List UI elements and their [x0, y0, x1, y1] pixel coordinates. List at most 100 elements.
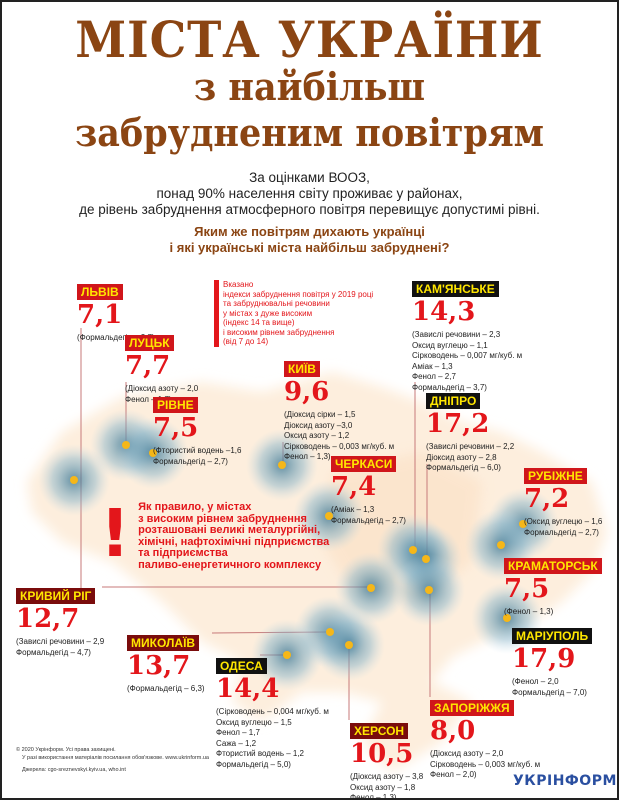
text-line: Фенол – 1,7): [125, 394, 172, 404]
intro-text: За оцінками ВООЗ, понад 90% населення св…: [2, 170, 617, 218]
text-line: (Завислі речовини – 2,9: [16, 637, 105, 646]
text-line: (Діоксид азоту – 3,8: [350, 772, 424, 781]
city-block: РУБІЖНЕ 7,2 (Оксид вуглецю – 1,6 Формальдег…: [524, 467, 602, 538]
city-block: КАМ'ЯНСЬКЕ 14,3 (Завислі речовини – 2,3 Окс…: [412, 280, 522, 393]
text-line: (Завислі речовини – 2,3: [412, 330, 501, 339]
text-line: Вказано: [223, 280, 254, 289]
city-marker[interactable]: [283, 651, 291, 659]
text-line: Сірководень – 0,003 мг/куб. м: [430, 759, 541, 769]
city-name-label: ХЕРСОН: [350, 723, 409, 739]
text-line: Фенол – 2,0): [430, 770, 477, 779]
text-line: Фенол – 1,7: [216, 728, 260, 737]
city-name-label: КРАМАТОРСЬК: [504, 558, 602, 574]
pollution-index: 7,7: [125, 351, 171, 381]
text-line: (Фенол – 2,0: [512, 677, 559, 686]
pollutant-list: (Діоксид азоту – 2,0 Сірководень – 0,003 …: [430, 749, 540, 781]
ukrinform-logo: УКРІНФОРМ: [513, 773, 617, 789]
pollutant-list: (Завислі речовини – 2,9 Формальдегід – 4,…: [16, 637, 104, 658]
copyright: © 2020 Укрінформ. Усі права захищені.: [16, 747, 116, 753]
city-marker[interactable]: [519, 520, 527, 528]
city-block: ЗАПОРІЖЖЯ 8,0 (Діоксид азоту – 2,0 Сірковод…: [430, 699, 540, 781]
text-line: індекси забруднення повітря у 2019 році: [223, 289, 374, 299]
pollutant-list: (Фенол – 2,0 Формальдегід – 7,0): [512, 677, 592, 698]
text-line: Формальдегід – 5,0): [216, 759, 291, 769]
text-line: (Аміак – 1,3: [331, 505, 375, 514]
title-line-3: забрудненим повітрям: [74, 110, 545, 155]
text-line: (від 7 до 14): [223, 337, 269, 346]
pollutant-list: (Фтористий водень –1,6 Формальдегід – 2,7…: [153, 446, 241, 467]
pollutant-list: (Аміак – 1,3 Формальдегід – 2,7): [331, 505, 406, 526]
city-marker[interactable]: [409, 546, 417, 554]
city-marker[interactable]: [122, 441, 130, 449]
pollutant-list: (Оксид вуглецю – 1,6 Формальдегід – 2,7): [524, 517, 602, 538]
text-line: Фенол – 1,3): [284, 452, 331, 461]
city-marker[interactable]: [149, 449, 157, 457]
pollution-index: 7,1: [77, 300, 123, 330]
text-line: (індекс 14 та вище): [223, 318, 295, 327]
city-marker[interactable]: [345, 641, 353, 649]
city-name-label: МИКОЛАЇВ: [127, 635, 200, 651]
city-name-label: ЛУЦЬК: [125, 335, 174, 351]
pollutant-list: (Діоксид сірки – 1,5 Діоксид азоту –3,0 Ок…: [284, 410, 394, 463]
text-line: (Діоксид сірки – 1,5: [284, 410, 356, 419]
question-line: і які українські міста найбільш забрудне…: [169, 240, 450, 255]
text-line: Формальдегід – 6,0): [426, 463, 501, 472]
text-line: Оксид азоту – 1,8: [350, 782, 416, 792]
city-marker[interactable]: [425, 586, 433, 594]
pollution-index: 7,5: [504, 574, 550, 604]
city-name-label: ЛЬВІВ: [77, 284, 123, 300]
text-line: (Завислі речовини – 2,2: [426, 442, 515, 451]
pollution-index: 9,6: [284, 377, 330, 407]
exclamation-icon: !: [100, 495, 131, 572]
sources: Джерела: cgo-sreznevskyi.kyiv.ua, who.in…: [22, 767, 126, 773]
text-line: (Фенол – 1,3): [504, 607, 554, 616]
text-line: та підприємства: [138, 547, 228, 559]
city-marker[interactable]: [326, 628, 334, 636]
city-marker[interactable]: [278, 461, 286, 469]
text-line: Як правило, у містах: [138, 501, 252, 513]
legend-note: Вказано індекси забруднення повітря у 201…: [214, 280, 373, 347]
city-block: ЛЬВІВ 7,1 (Формальдегід – 2,7): [77, 283, 155, 344]
text-line: (Формальдегід – 2,7): [77, 333, 155, 342]
text-line: (Формальдегід – 6,3): [127, 684, 205, 693]
pollutant-list: (Фенол – 1,3): [504, 607, 602, 618]
usage-note: У разі використання матеріалів посилання…: [22, 755, 209, 761]
city-name-label: РУБІЖНЕ: [524, 468, 587, 484]
text-line: Діоксид азоту –3,0: [284, 420, 353, 430]
city-marker[interactable]: [497, 541, 505, 549]
pollution-index: 7,2: [524, 484, 570, 514]
city-marker[interactable]: [70, 476, 78, 484]
pollution-index: 8,0: [430, 716, 476, 746]
pollution-index: 14,3: [412, 297, 476, 327]
text-line: хімічні, нафтохімічні підприємства: [138, 535, 330, 548]
intro-line: де рівень забруднення атмосферного повіт…: [79, 202, 540, 217]
city-name-label: ЗАПОРІЖЖЯ: [430, 700, 514, 716]
pollution-index: 17,2: [426, 409, 490, 439]
city-block: ДНІПРО 17,2 (Завислі речовини – 2,2 Діоксид…: [426, 392, 514, 474]
text-line: Формальдегід – 4,7): [16, 647, 91, 657]
pollutant-list: (Діоксид азоту – 2,0 Фенол – 1,7): [125, 384, 198, 405]
pollution-index: 12,7: [16, 604, 80, 634]
city-name-label: КИЇВ: [284, 361, 320, 377]
city-marker[interactable]: [422, 555, 430, 563]
text-line: Оксид вуглецю – 1,1: [412, 340, 488, 350]
pollutant-list: (Завислі речовини – 2,3 Оксид вуглецю – 1…: [412, 330, 522, 393]
text-line: та забруднювальні речовини: [223, 299, 330, 308]
city-marker[interactable]: [503, 614, 511, 622]
intro-line: За оцінками ВООЗ,: [249, 170, 370, 185]
text-line: Діоксид азоту – 2,8: [426, 452, 497, 462]
text-line: Сірководень – 0,007 мг/куб. м: [412, 351, 523, 360]
city-marker[interactable]: [325, 512, 333, 520]
text-line: і високим рівнем забруднення: [223, 327, 335, 337]
question-text: Яким же повітрям дихають українці і які …: [2, 224, 617, 256]
title-line-1: МІСТА УКРАЇНИ: [75, 10, 544, 69]
city-name-label: ДНІПРО: [426, 393, 481, 409]
city-marker[interactable]: [367, 584, 375, 592]
text-line: Формальдегід – 2,7): [153, 456, 228, 466]
text-line: Оксид азоту – 1,2: [284, 431, 350, 440]
city-block: МИКОЛАЇВ 13,7 (Формальдегід – 6,3): [127, 634, 205, 695]
pollutant-list: (Завислі речовини – 2,2 Діоксид азоту – 2…: [426, 442, 514, 474]
